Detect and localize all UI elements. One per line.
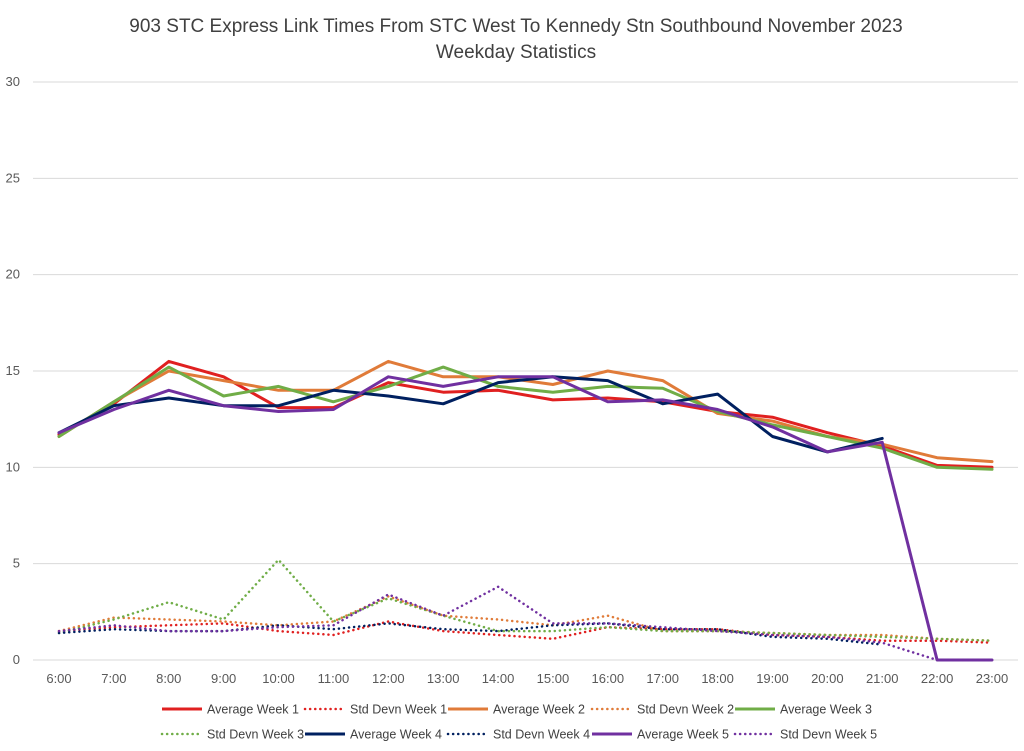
series-line-10 (57, 585, 994, 662)
x-tick-label: 14:00 (482, 671, 515, 686)
x-tick-label: 23:00 (976, 671, 1009, 686)
x-tick-label: 9:00 (211, 671, 236, 686)
x-tick-label: 10:00 (262, 671, 295, 686)
x-tick-label: 13:00 (427, 671, 460, 686)
series-line-4 (57, 595, 994, 642)
x-tick-label: 7:00 (101, 671, 126, 686)
legend-label: Average Week 4 (350, 728, 442, 742)
x-tick-label: 17:00 (646, 671, 679, 686)
y-axis: 0 5 10 15 20 25 30 (6, 74, 20, 667)
legend-label: Average Week 1 (207, 703, 299, 717)
y-tick-label: 5 (13, 556, 20, 571)
legend-label: Std Devn Week 4 (493, 728, 590, 742)
x-tick-label: 16:00 (592, 671, 625, 686)
legend-label: Average Week 5 (637, 728, 729, 742)
y-tick-label: 0 (13, 652, 20, 667)
x-tick-label: 15:00 (537, 671, 570, 686)
y-tick-label: 10 (6, 459, 20, 474)
x-tick-label: 18:00 (701, 671, 734, 686)
x-tick-label: 21:00 (866, 671, 899, 686)
x-tick-label: 19:00 (756, 671, 789, 686)
legend: Average Week 1 Std Devn Week 1 Average Wee… (160, 703, 877, 742)
gridlines (33, 81, 1018, 661)
x-tick-label: 8:00 (156, 671, 181, 686)
series-line-5 (57, 365, 994, 471)
y-tick-label: 20 (6, 267, 20, 282)
y-tick-label: 25 (6, 170, 20, 185)
x-axis: 6:00 7:00 8:00 9:00 10:00 11:00 12:00 13:00 14:0… (46, 671, 1008, 686)
chart-subtitle: Weekday Statistics (436, 42, 596, 63)
x-tick-label: 22:00 (921, 671, 954, 686)
legend-label: Std Devn Week 3 (207, 728, 304, 742)
legend-label: Average Week 2 (493, 703, 585, 717)
y-tick-label: 15 (6, 363, 20, 378)
x-tick-label: 12:00 (372, 671, 405, 686)
series-line-9 (57, 375, 994, 662)
x-tick-label: 11:00 (318, 671, 350, 686)
y-tick-label: 30 (6, 74, 20, 89)
legend-label: Std Devn Week 1 (350, 703, 447, 717)
series-line-7 (57, 375, 884, 454)
series-line-6 (57, 558, 994, 642)
x-tick-label: 20:00 (811, 671, 844, 686)
chart-title: 903 STC Express Link Times From STC West… (129, 16, 902, 37)
x-tick-label: 6:00 (46, 671, 71, 686)
series-line-1 (57, 359, 994, 469)
series-group (57, 359, 994, 662)
legend-label: Std Devn Week 5 (780, 728, 877, 742)
series-line-2 (57, 620, 994, 644)
legend-label: Average Week 3 (780, 703, 872, 717)
legend-label: Std Devn Week 2 (637, 703, 734, 717)
